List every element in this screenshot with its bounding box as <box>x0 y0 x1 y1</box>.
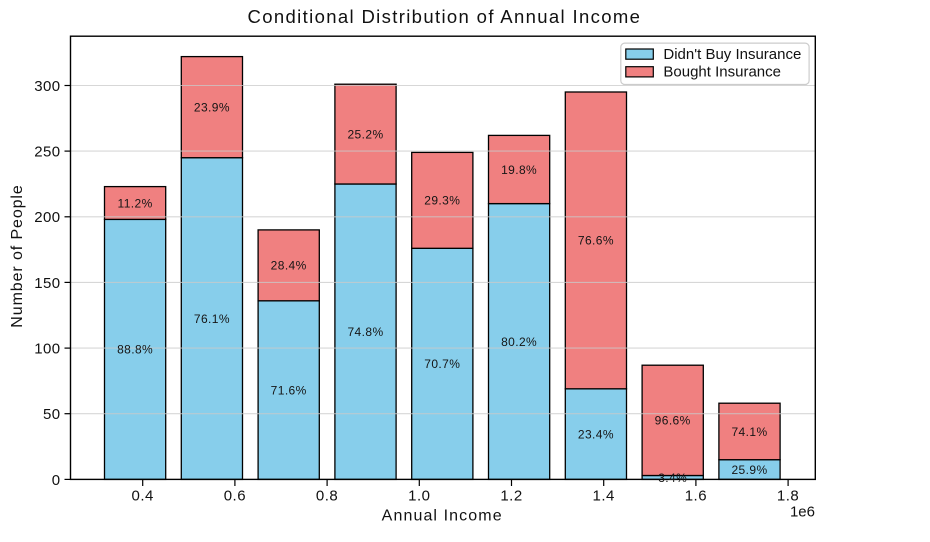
svg-text:200: 200 <box>34 209 60 226</box>
svg-text:3.4%: 3.4% <box>658 471 687 485</box>
svg-text:Didn't Buy Insurance: Didn't Buy Insurance <box>663 46 801 63</box>
svg-text:70.7%: 70.7% <box>424 357 460 371</box>
svg-text:25.9%: 25.9% <box>731 463 767 477</box>
svg-text:28.4%: 28.4% <box>271 259 307 273</box>
svg-text:76.1%: 76.1% <box>194 312 230 326</box>
svg-text:Conditional Distribution of An: Conditional Distribution of Annual Incom… <box>248 6 642 27</box>
svg-text:300: 300 <box>34 78 60 95</box>
svg-text:29.3%: 29.3% <box>424 194 460 208</box>
svg-text:0.6: 0.6 <box>224 487 246 504</box>
svg-text:80.2%: 80.2% <box>501 335 537 349</box>
svg-text:96.6%: 96.6% <box>655 414 691 428</box>
svg-text:25.2%: 25.2% <box>347 127 383 141</box>
svg-text:1.6: 1.6 <box>685 487 707 504</box>
svg-text:250: 250 <box>34 144 60 161</box>
svg-text:Annual Income: Annual Income <box>382 508 503 525</box>
svg-text:71.6%: 71.6% <box>271 383 307 397</box>
svg-text:88.8%: 88.8% <box>117 343 153 357</box>
svg-text:1.4: 1.4 <box>593 487 615 504</box>
svg-text:Number of People: Number of People <box>9 184 26 327</box>
svg-text:76.6%: 76.6% <box>578 234 614 248</box>
svg-text:0: 0 <box>52 472 61 489</box>
svg-text:74.1%: 74.1% <box>731 425 767 439</box>
svg-text:0.4: 0.4 <box>132 487 154 504</box>
svg-text:Bought Insurance: Bought Insurance <box>663 64 781 81</box>
svg-text:0.8: 0.8 <box>316 487 338 504</box>
svg-text:50: 50 <box>43 406 61 423</box>
svg-text:23.9%: 23.9% <box>194 100 230 114</box>
svg-text:1.8: 1.8 <box>777 487 799 504</box>
svg-text:19.8%: 19.8% <box>501 163 537 177</box>
svg-text:1.2: 1.2 <box>500 487 522 504</box>
svg-text:23.4%: 23.4% <box>578 427 614 441</box>
svg-text:11.2%: 11.2% <box>118 196 153 210</box>
svg-text:1e6: 1e6 <box>790 504 815 521</box>
svg-text:150: 150 <box>34 275 60 292</box>
svg-text:1.0: 1.0 <box>408 487 430 504</box>
svg-text:100: 100 <box>34 341 60 358</box>
svg-text:74.8%: 74.8% <box>347 325 383 339</box>
